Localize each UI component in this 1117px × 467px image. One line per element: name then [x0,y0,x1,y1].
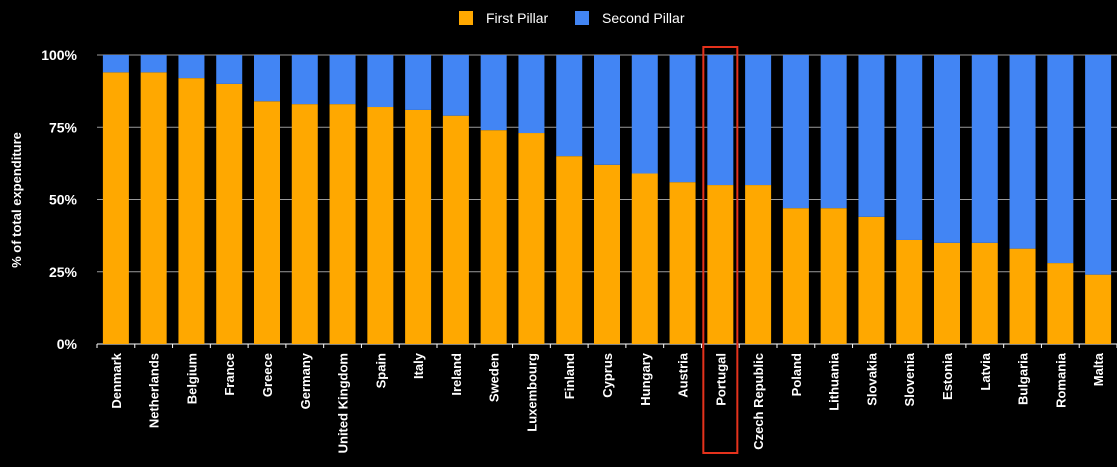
bar-second-pillar-united-kingdom [329,55,356,105]
bar-first-pillar-malta [1085,274,1112,344]
bar-first-pillar-france [216,83,243,345]
x-tick-labels: Denmark Netherlands Belgium France Greece Ger… [109,352,1106,453]
bar-second-pillar-netherlands [140,55,167,73]
y-tick-label: 50% [49,192,78,208]
x-tick-label-poland: Poland [789,353,804,396]
bar-first-pillar-bulgaria [1009,248,1036,344]
bar-first-pillar-luxembourg [518,133,545,344]
bar-first-pillar-czech-republic [745,185,772,344]
y-tick-label: 75% [49,119,78,135]
legend-label-first-pillar: First Pillar [486,10,549,26]
x-tick-label-hungary: Hungary [638,352,653,406]
bar-second-pillar-czech-republic [745,55,772,186]
legend-swatch-second-pillar [575,11,589,25]
x-tick-label-finland: Finland [562,353,577,399]
bar-first-pillar-ireland [442,115,469,344]
bar-second-pillar-latvia [971,55,998,243]
x-tick-label-netherlands: Netherlands [147,353,162,428]
bar-second-pillar-sweden [480,55,507,131]
bar-second-pillar-belgium [178,55,205,79]
x-tick-label-austria: Austria [676,352,691,398]
x-tick-label-bulgaria: Bulgaria [1016,352,1031,405]
bar-first-pillar-latvia [971,242,998,344]
x-tick-label-united-kingdom: United Kingdom [336,353,351,453]
bar-second-pillar-hungary [631,55,658,174]
bar-first-pillar-germany [291,104,318,344]
bar-first-pillar-estonia [934,242,960,344]
bar-first-pillar-slovakia [858,216,885,344]
bar-first-pillar-romania [1047,263,1074,344]
y-tick-label: 25% [49,264,78,280]
x-tick-label-luxembourg: Luxembourg [524,353,539,432]
bar-second-pillar-italy [405,55,432,110]
bar-second-pillar-spain [367,55,394,108]
bar-second-pillar-portugal [707,55,734,186]
x-tick-label-denmark: Denmark [109,352,124,408]
bar-first-pillar-lithuania [820,208,847,344]
y-tick-labels: 0% 25% 50% 75% 100% [41,47,77,352]
y-tick-label: 100% [41,47,77,63]
bar-first-pillar-netherlands [140,72,167,344]
bar-second-pillar-romania [1047,55,1074,264]
bar-second-pillar-luxembourg [518,55,545,134]
bars [102,55,1112,345]
highlight-box-portugal [702,46,739,454]
x-tick-label-ireland: Ireland [449,353,464,396]
bar-second-pillar-slovakia [858,55,885,217]
bar-first-pillar-greece [254,101,280,345]
bar-second-pillar-denmark [102,55,129,73]
bar-second-pillar-ireland [442,55,469,116]
x-tick-label-italy: Italy [411,352,426,379]
legend-label-second-pillar: Second Pillar [602,10,685,26]
y-tick-label: 0% [57,336,78,352]
legend: First Pillar Second Pillar [459,10,685,26]
bar-second-pillar-france [216,55,243,84]
x-tick-label-spain: Spain [373,353,388,388]
y-axis-label: % of total expenditure [9,132,24,268]
bar-first-pillar-belgium [178,78,205,345]
bar-second-pillar-austria [669,55,696,183]
x-tick-label-lithuania: Lithuania [827,352,842,411]
legend-swatch-first-pillar [459,11,473,25]
bar-first-pillar-spain [367,107,394,345]
x-tick-label-slovenia: Slovenia [902,352,917,406]
x-tick-label-slovakia: Slovakia [864,352,879,406]
x-tick-label-malta: Malta [1091,352,1106,386]
bar-first-pillar-italy [405,109,432,344]
x-tick-label-greece: Greece [260,353,275,397]
x-tick-label-sweden: Sweden [487,353,502,402]
bar-first-pillar-slovenia [896,239,923,344]
bar-second-pillar-slovenia [896,55,923,240]
x-tick-label-france: France [222,353,237,396]
bar-second-pillar-finland [556,55,583,157]
x-tick-label-cyprus: Cyprus [600,353,615,398]
bar-first-pillar-denmark [102,72,129,344]
bar-first-pillar-austria [669,182,696,344]
bar-second-pillar-germany [291,55,318,105]
bar-first-pillar-cyprus [594,164,620,344]
bar-second-pillar-poland [782,55,809,209]
highlight [702,46,739,454]
bar-first-pillar-finland [556,156,583,344]
x-tick-label-latvia: Latvia [978,352,993,390]
bar-first-pillar-hungary [631,173,658,344]
x-tick-label-romania: Romania [1053,352,1068,408]
bar-first-pillar-united-kingdom [329,104,356,344]
bar-first-pillar-poland [782,208,809,344]
x-tick-label-belgium: Belgium [184,353,199,404]
bar-first-pillar-sweden [480,130,507,344]
x-tick-label-estonia: Estonia [940,352,955,400]
bar-second-pillar-cyprus [594,55,620,165]
bar-second-pillar-malta [1085,55,1112,275]
x-tick-label-portugal: Portugal [713,353,728,406]
bar-second-pillar-lithuania [820,55,847,209]
bar-second-pillar-greece [254,55,280,102]
x-tick-label-czech-republic: Czech Republic [751,353,766,450]
x-tick-label-germany: Germany [298,352,313,409]
bar-second-pillar-estonia [934,55,960,243]
bar-second-pillar-bulgaria [1009,55,1036,249]
bar-first-pillar-portugal [707,185,734,344]
